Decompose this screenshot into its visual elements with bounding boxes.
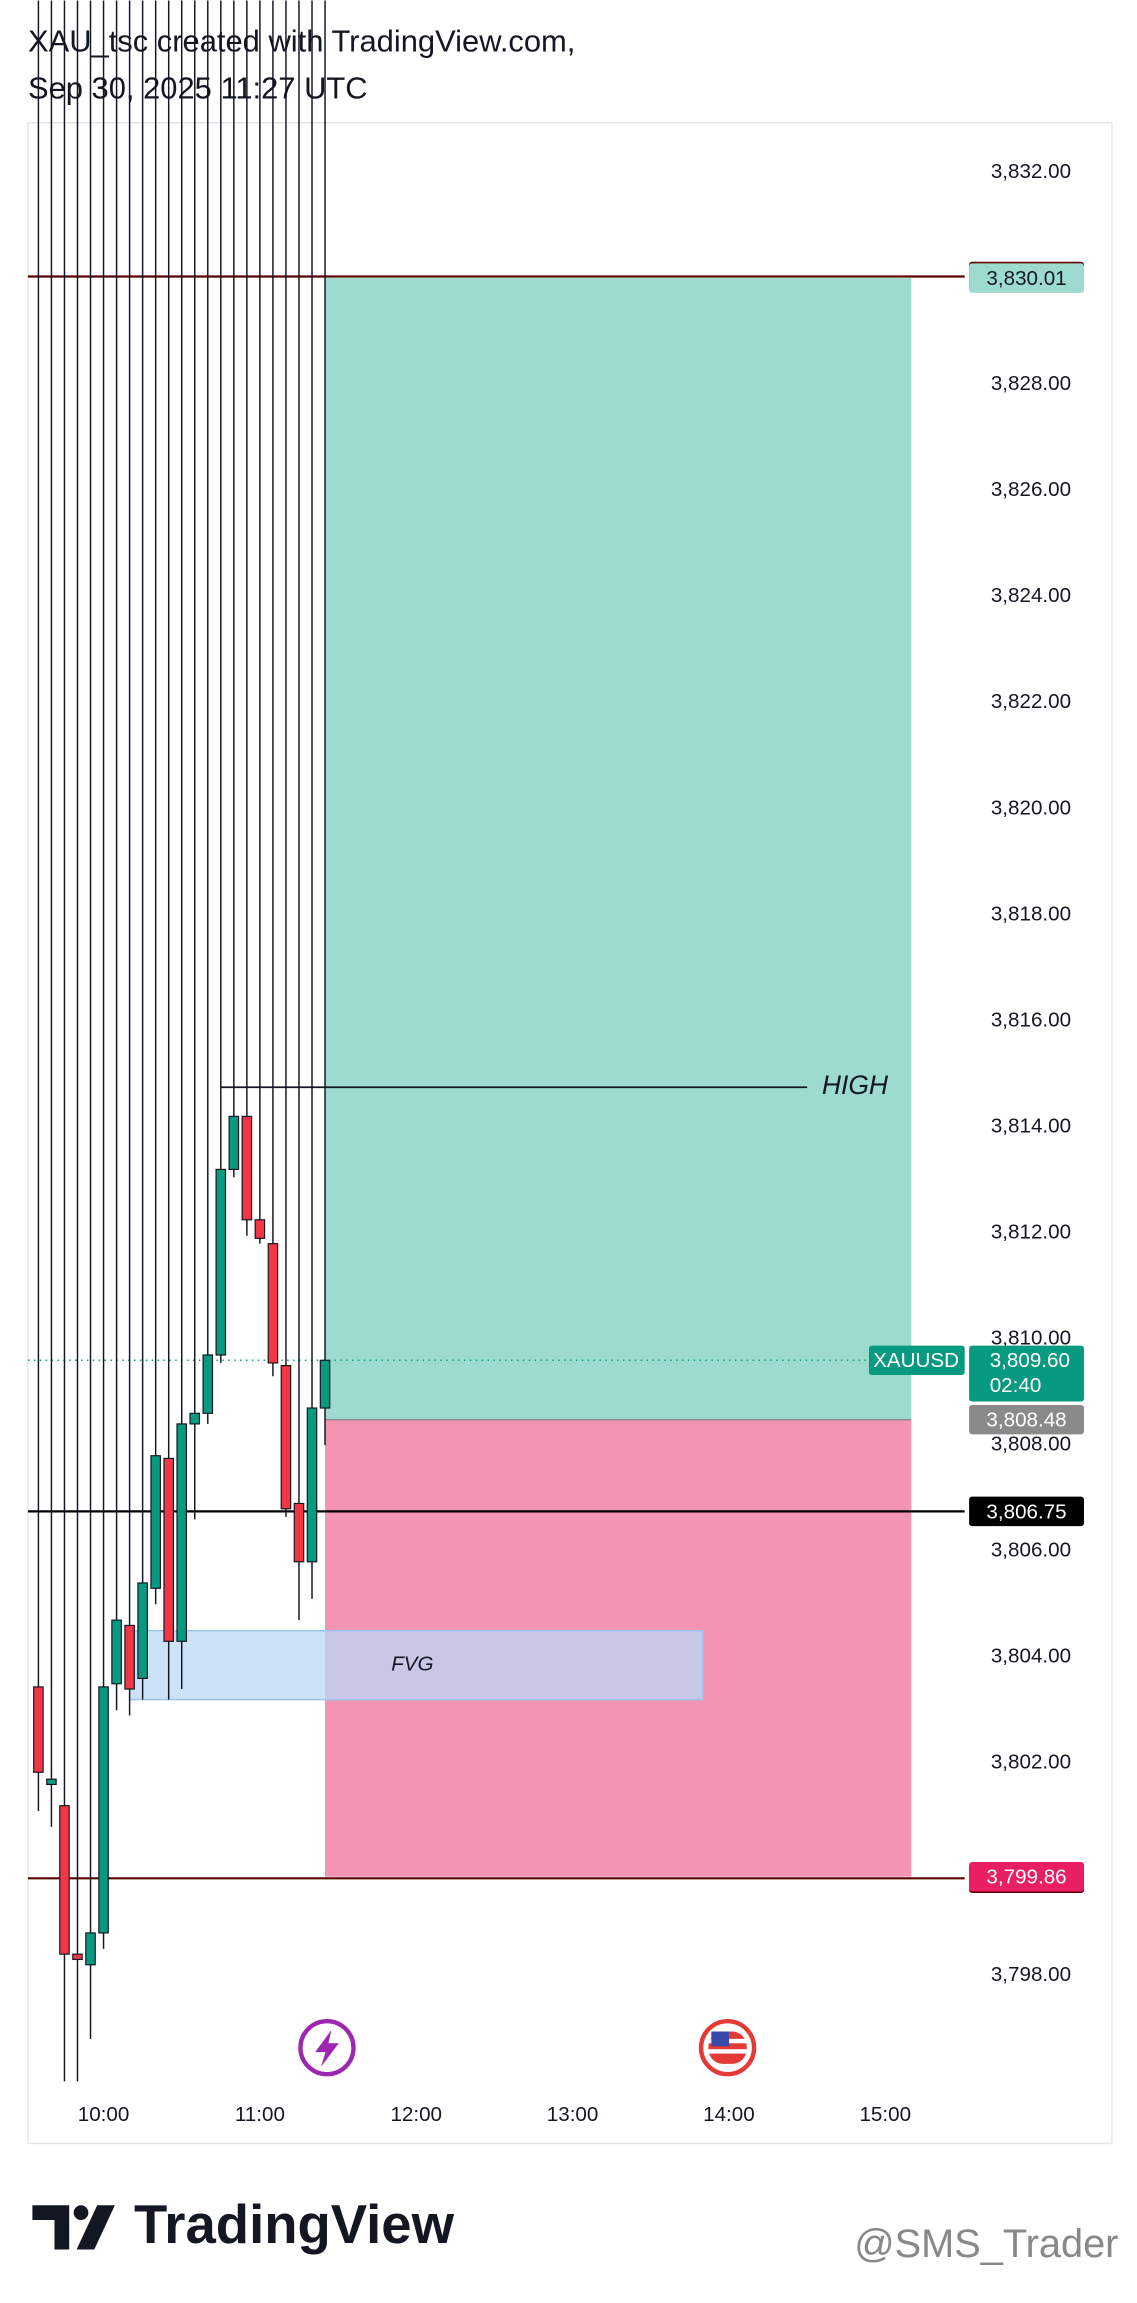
candle-body [59, 1805, 70, 1955]
candle-body [176, 1423, 188, 1642]
x-tick-label: 10:00 [78, 2103, 130, 2126]
header-title: XAU_tsc created with TradingView.com, [28, 23, 575, 58]
countdown: 02:40 [990, 1374, 1042, 1397]
candle-body [111, 1619, 122, 1685]
candle-body [150, 1455, 161, 1589]
candle-body [85, 1932, 96, 1966]
candle-body [189, 1412, 201, 1425]
y-tick-label: 3,820.00 [991, 796, 1071, 819]
y-tick-label: 3,804.00 [991, 1645, 1071, 1668]
target-price-tag-bg [969, 263, 1084, 293]
candle-body [72, 1953, 83, 1961]
y-tick-label: 3,806.00 [991, 1539, 1071, 1562]
y-tick-label: 3,810.00 [991, 1327, 1071, 1350]
x-tick-label: 13:00 [547, 2103, 599, 2126]
candle-body [306, 1407, 318, 1563]
y-tick-label: 3,828.00 [991, 372, 1071, 395]
profit-zone [325, 278, 912, 1420]
candle-body [293, 1502, 305, 1563]
plot-area: 3,798.00 3,802.00 3,804.00 3,806.00 3,808.00… [27, 0, 1084, 2126]
candle-body [228, 1115, 240, 1170]
y-tick-label: 3,802.00 [991, 1751, 1071, 1774]
entry-price-tag-bg [969, 1404, 1084, 1435]
fvg-label: FVG [391, 1653, 433, 1676]
stop-price-tag: 3,799.86 [986, 1866, 1066, 1889]
y-tick-label: 3,824.00 [991, 584, 1071, 607]
x-tick-label: 11:00 [235, 2103, 285, 2126]
entry-price-tag: 3,808.48 [986, 1409, 1066, 1432]
current-price-tag-bg [969, 1345, 1084, 1402]
target-price-tag: 3,830.01 [986, 267, 1066, 290]
y-tick-label: 3,818.00 [991, 902, 1071, 925]
lightning [315, 2030, 339, 2067]
flag-stripe [708, 2049, 747, 2054]
line-price-tag-bg [969, 1496, 1084, 1527]
brand-name: TradingView [134, 2194, 455, 2255]
candle-body [137, 1582, 148, 1680]
brand-logo: TradingView [32, 2194, 455, 2255]
fvg-zone [128, 1629, 704, 1701]
candle-body [254, 1219, 266, 1239]
candle-body [124, 1624, 135, 1690]
high-label: HIGH [822, 1070, 889, 1100]
flag-canton [711, 2031, 730, 2047]
candle-body [241, 1115, 253, 1221]
symbol-tag: XAUUSD [873, 1349, 959, 1372]
y-tick-label: 3,816.00 [991, 1008, 1071, 1031]
candle-body [46, 1778, 57, 1786]
stop-price-tag-bg [969, 1861, 1084, 1892]
y-tick-label: 3,832.00 [991, 160, 1071, 183]
logo-mark [73, 2205, 89, 2221]
current-price-tag: 3,809.60 [990, 1349, 1070, 1372]
header-subtitle: Sep 30, 2025 11:27 UTC [28, 71, 368, 106]
x-tick-label: 12:00 [390, 2103, 442, 2126]
line-price-tag: 3,806.75 [986, 1500, 1066, 1523]
candle-body [280, 1365, 292, 1510]
x-tick-label: 15:00 [859, 2103, 911, 2126]
y-tick-label: 3,814.00 [991, 1114, 1071, 1137]
y-tick-label: 3,822.00 [991, 690, 1071, 713]
candle-body [163, 1457, 174, 1642]
symbol-tag-bg [868, 1345, 965, 1376]
candle-body [215, 1168, 227, 1356]
y-tick-label: 3,798.00 [991, 1963, 1071, 1986]
x-tick-label: 14:00 [703, 2103, 755, 2126]
y-tick-label: 3,812.00 [991, 1220, 1071, 1243]
logo-mark [32, 2205, 70, 2250]
candle-body [319, 1359, 331, 1409]
logo-mark [76, 2205, 115, 2250]
event-icons [298, 2018, 757, 2077]
candle-body [33, 1686, 44, 1773]
candle-body [267, 1243, 279, 1364]
candle-body [202, 1354, 214, 1414]
y-tick-label: 3,826.00 [991, 478, 1071, 501]
candle-body [98, 1686, 109, 1934]
watermark: @SMS_Trader [854, 2222, 1118, 2266]
y-tick-label: 3,808.00 [991, 1433, 1071, 1456]
